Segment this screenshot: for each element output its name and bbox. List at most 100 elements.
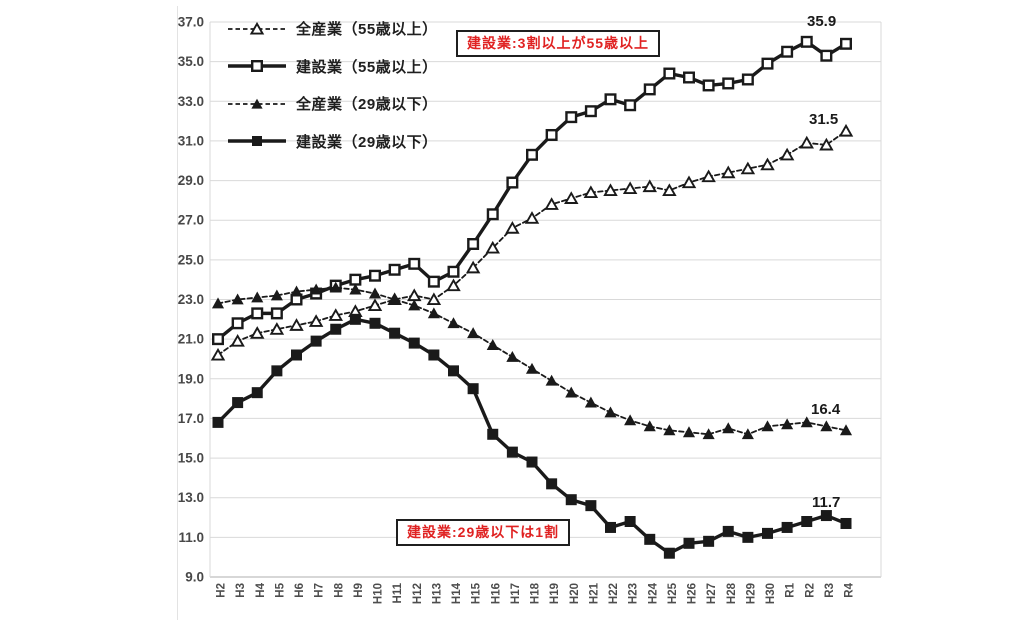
marker-open-triangle — [367, 298, 383, 311]
x-tick-label: H29 — [745, 583, 757, 604]
marker-filled-square — [389, 327, 401, 339]
marker-filled-square — [801, 516, 813, 527]
chart-legend: 全産業（55歳以上） 建設業（55歳以上） 全産業（29歳以下） 建設業（29歳… — [226, 10, 438, 160]
marker-filled-triangle — [682, 426, 696, 438]
marker-filled-triangle — [800, 416, 813, 428]
marker-open-triangle — [485, 240, 500, 254]
y-tick-label: 27.0 — [178, 213, 204, 228]
marker-open-triangle — [642, 179, 657, 193]
x-tick-label: H7 — [314, 583, 326, 598]
x-tick-label: R1 — [785, 582, 797, 597]
marker-filled-triangle — [781, 418, 794, 430]
x-tick-label: H8 — [333, 582, 345, 597]
marker-filled-square — [526, 456, 538, 468]
marker-open-square — [781, 45, 794, 58]
marker-filled-triangle — [506, 350, 519, 362]
y-tick-label: 23.0 — [178, 292, 204, 307]
marker-open-triangle — [760, 157, 775, 171]
marker-filled-square — [291, 349, 302, 361]
marker-filled-triangle — [545, 374, 558, 386]
marker-open-triangle — [662, 183, 677, 197]
x-tick-label: H26 — [687, 583, 699, 604]
marker-open-square — [761, 57, 774, 70]
marker-open-square — [545, 128, 558, 141]
marker-filled-square — [663, 547, 675, 559]
marker-filled-square — [487, 428, 499, 440]
marker-filled-square — [369, 317, 381, 329]
marker-filled-square — [781, 521, 793, 533]
x-tick-label: H22 — [608, 583, 620, 604]
x-tick-label: R4 — [844, 582, 856, 597]
marker-open-square — [467, 237, 480, 250]
marker-filled-square — [742, 531, 754, 543]
marker-filled-square — [467, 383, 479, 395]
end-label-all-industries-55plus: 31.5 — [809, 111, 839, 128]
marker-filled-triangle — [565, 386, 578, 398]
marker-filled-triangle — [761, 420, 774, 432]
y-tick-label: 37.0 — [178, 15, 204, 30]
marker-open-square — [741, 73, 754, 86]
marker-open-triangle — [819, 137, 834, 151]
legend-item-construction-55plus: 建設業（55歳以上） — [226, 48, 438, 86]
y-tick-label: 31.0 — [178, 133, 204, 148]
marker-filled-triangle — [486, 339, 499, 350]
marker-open-triangle — [799, 135, 814, 149]
marker-filled-square — [310, 335, 322, 347]
marker-filled-triangle — [584, 396, 597, 408]
annotation-construction-under29: 建設業:29歳以下は1割 — [396, 519, 571, 546]
y-tick-label: 21.0 — [178, 332, 204, 347]
marker-filled-square — [762, 527, 773, 539]
marker-filled-square — [212, 416, 224, 428]
marker-filled-square — [271, 365, 283, 377]
marker-open-square — [427, 275, 440, 288]
legend-marker-filled-triangle-icon — [228, 98, 286, 109]
marker-filled-triangle — [290, 285, 303, 297]
legend-label: 建設業（29歳以下） — [296, 133, 438, 151]
x-tick-label: H18 — [530, 582, 542, 604]
marker-open-triangle — [603, 183, 618, 197]
marker-open-triangle — [407, 288, 422, 302]
marker-open-triangle — [524, 211, 540, 224]
marker-filled-square — [840, 517, 852, 529]
marker-open-triangle — [583, 185, 599, 199]
x-tick-label: H12 — [412, 583, 424, 604]
marker-filled-square — [349, 313, 361, 325]
marker-open-square — [663, 67, 676, 80]
marker-filled-triangle — [447, 317, 460, 329]
marker-open-square — [643, 83, 656, 96]
marker-filled-triangle — [643, 420, 656, 432]
marker-filled-triangle — [702, 428, 715, 440]
y-tick-label: 15.0 — [178, 451, 204, 466]
marker-open-square — [211, 333, 224, 346]
marker-open-triangle — [721, 165, 736, 179]
marker-open-triangle — [328, 308, 343, 321]
y-tick-label: 13.0 — [178, 490, 204, 505]
marker-filled-triangle — [741, 428, 754, 440]
y-tick-label: 11.0 — [178, 530, 204, 545]
annotation-construction-over55: 建設業:3割以上が55歳以上 — [456, 30, 661, 57]
marker-open-square — [270, 307, 283, 320]
x-tick-label: H6 — [294, 583, 306, 598]
marker-open-triangle — [740, 161, 756, 175]
marker-filled-triangle — [820, 420, 833, 432]
legend-label: 全産業（29歳以下） — [296, 96, 438, 114]
marker-filled-triangle — [663, 424, 676, 436]
legend-item-all-industries-55plus: 全産業（55歳以上） — [226, 10, 438, 48]
legend-marker-filled-square-icon — [228, 136, 286, 147]
y-tick-label: 25.0 — [178, 252, 204, 267]
marker-filled-triangle — [329, 281, 342, 293]
end-label-all-industries-29minus: 16.4 — [811, 401, 841, 418]
marker-filled-triangle — [427, 307, 440, 319]
y-tick-label: 17.0 — [178, 411, 204, 426]
x-tick-label: H2 — [216, 583, 228, 598]
y-tick-label: 35.0 — [178, 54, 204, 69]
legend-item-all-industries-29minus: 全産業（29歳以下） — [226, 85, 438, 123]
marker-open-square — [251, 307, 264, 320]
x-tick-label: H9 — [353, 583, 365, 598]
marker-filled-triangle — [270, 289, 283, 301]
end-label-construction-29minus: 11.7 — [812, 494, 841, 511]
marker-filled-square — [605, 521, 616, 533]
marker-open-square — [820, 49, 833, 62]
marker-filled-triangle — [349, 283, 362, 295]
